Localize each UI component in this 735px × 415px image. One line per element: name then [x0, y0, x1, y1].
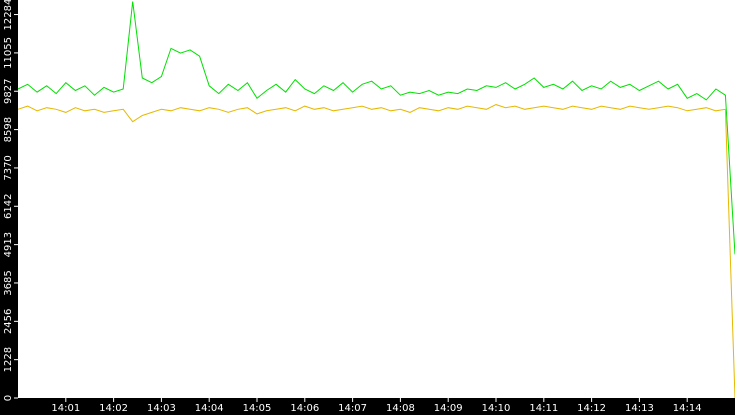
y-axis-strip — [0, 0, 18, 415]
y-tick-label: 7370 — [3, 155, 14, 180]
y-tick-label: 11055 — [3, 37, 14, 69]
y-tick-label: 9827 — [3, 79, 14, 104]
x-tick-label: 14:04 — [195, 403, 224, 414]
y-tick-label: 0 — [3, 395, 14, 401]
series-line — [17, 104, 735, 399]
x-tick-label: 14:10 — [482, 403, 511, 414]
x-tick-label: 14:14 — [673, 403, 702, 414]
series-line — [17, 1, 735, 255]
x-tick-label: 14:06 — [290, 403, 319, 414]
x-tick-label: 14:02 — [99, 403, 128, 414]
x-tick-label: 14:12 — [577, 403, 606, 414]
x-tick-label: 14:05 — [243, 403, 272, 414]
y-tick-label: 6142 — [3, 194, 14, 219]
y-tick-label: 1228 — [3, 347, 14, 372]
y-tick-label: 3685 — [3, 270, 14, 295]
x-tick-label: 14:08 — [386, 403, 415, 414]
x-axis-strip — [0, 398, 735, 415]
x-tick-label: 14:11 — [529, 403, 558, 414]
x-tick-label: 14:13 — [625, 403, 654, 414]
x-tick-label: 14:03 — [147, 403, 176, 414]
y-tick-label: 8598 — [3, 117, 14, 142]
x-tick-label: 14:01 — [51, 403, 80, 414]
y-tick-label: 12284 — [3, 0, 14, 30]
x-tick-label: 14:09 — [434, 403, 463, 414]
x-tick-label: 14:07 — [338, 403, 367, 414]
y-tick-label: 4913 — [3, 232, 14, 257]
y-tick-label: 2456 — [3, 309, 14, 334]
